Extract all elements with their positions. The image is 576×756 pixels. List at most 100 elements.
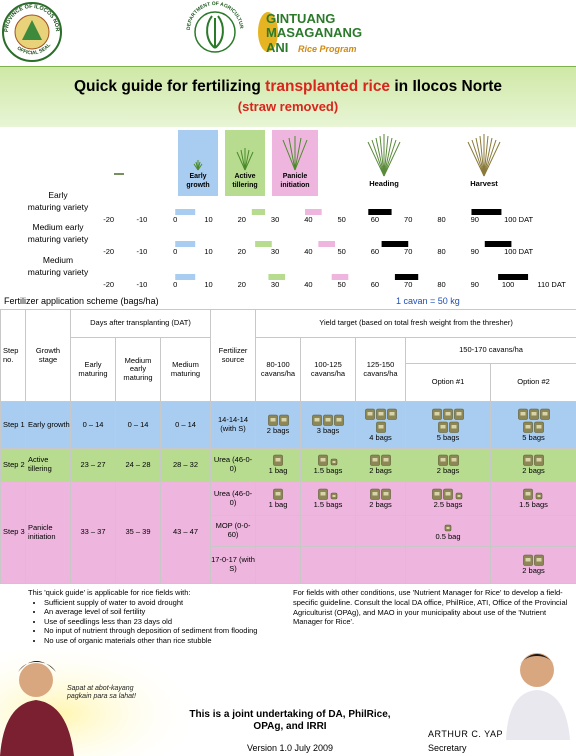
plant — [282, 139, 296, 171]
step-cell: Step 1 — [0, 401, 26, 449]
bag-icons — [428, 454, 468, 466]
header-cell: 125-150 cavans/ha — [355, 337, 407, 402]
dose-label: 2 bags — [522, 566, 545, 576]
bag-icons — [258, 454, 298, 466]
source-cell: Urea (46-0-0) — [210, 481, 257, 516]
bag-icons — [514, 554, 554, 566]
table-row: 17-0-17 (with S) 2 bags — [0, 546, 576, 584]
condition-item: No input of nutrient through deposition … — [44, 626, 293, 636]
dat-cell: 43 – 47 — [159, 481, 212, 584]
x-tick-label: 90 — [471, 280, 479, 289]
bag-label — [457, 494, 461, 497]
program-text: ANI — [266, 40, 288, 55]
x-tick-label: -10 — [137, 215, 148, 224]
bag-icon — [273, 488, 283, 500]
plant — [471, 139, 485, 177]
conditions: This 'quick guide' is applicable for ric… — [28, 588, 293, 646]
dose-cell: 2 bags — [405, 448, 492, 482]
title-part: transplanted rice — [265, 78, 391, 95]
photo-right-hair — [520, 654, 554, 664]
x-tick-label: 10 — [204, 215, 212, 224]
condition-item: No use of organic materials other than r… — [44, 636, 293, 646]
stage-period — [255, 241, 272, 247]
bag-label — [451, 424, 457, 429]
x-tick-label: -20 — [103, 247, 114, 256]
x-tick-label: 40 — [304, 247, 312, 256]
bag-label — [536, 558, 542, 562]
bag-icons — [428, 488, 468, 500]
dose-label: 1 bag — [268, 466, 288, 476]
photo-right-body — [506, 690, 570, 740]
bag-label — [536, 424, 542, 429]
stage-period — [305, 209, 322, 215]
plant — [371, 139, 385, 177]
bag-label — [378, 424, 384, 429]
dose-label: 3 bags — [316, 426, 340, 436]
bag-icons — [514, 454, 554, 466]
variety-label: maturing variety — [28, 267, 89, 277]
header-cell: 150-170 cavans/ha — [405, 337, 576, 364]
bag-icon — [535, 492, 543, 499]
x-tick-label: 110 DAT — [537, 280, 566, 289]
plant — [483, 141, 501, 177]
bag-icon — [448, 454, 459, 466]
bag-icons — [361, 454, 401, 466]
bag-icon — [523, 488, 533, 500]
bag-label — [275, 458, 281, 462]
plant — [375, 137, 385, 177]
bag-icon — [334, 414, 344, 426]
bag-icon — [317, 454, 328, 466]
subtitle: (straw removed) — [237, 99, 339, 114]
header-cell: Medium maturing — [159, 337, 212, 402]
header-cell: Early maturing — [70, 337, 116, 402]
bag-icon — [455, 492, 463, 499]
bag-label — [367, 411, 373, 416]
bag-icon — [432, 488, 442, 500]
bag-label — [531, 411, 537, 416]
stage-period — [175, 241, 196, 247]
source-cell: MOP (0-0-60) — [210, 515, 257, 547]
step-cell: Step 2 — [0, 448, 26, 482]
bag-icon — [267, 414, 278, 426]
x-tick-label: 80 — [437, 280, 445, 289]
dose-cell: 2 bags — [490, 448, 576, 482]
bag-icon — [534, 421, 544, 433]
title-band — [0, 66, 576, 127]
plant — [379, 135, 385, 177]
bag-icons — [258, 414, 298, 426]
bag-label — [446, 527, 450, 530]
plant — [244, 151, 254, 171]
dose-cell: 3 bags — [300, 401, 357, 449]
x-tick-label: 90 — [471, 247, 479, 256]
header-cell: Step no. — [0, 309, 26, 402]
dose-cell: 2 bags — [355, 481, 407, 516]
dat-cell: 28 – 32 — [159, 448, 212, 482]
x-tick-label: 80 — [437, 215, 445, 224]
plant — [383, 141, 401, 177]
dose-cell: 5 bags — [490, 401, 576, 449]
bag-icons — [428, 520, 468, 532]
dat-cell: 35 – 39 — [115, 481, 161, 584]
bag-icon — [375, 408, 386, 420]
source-cell: 17-0-17 (with S) — [210, 546, 257, 584]
dose-cell: 1 bag — [255, 481, 302, 516]
bag-icons — [361, 408, 401, 433]
dat-cell: 0 – 14 — [159, 401, 212, 449]
stage-cell: Early growth — [25, 401, 71, 449]
cavan-note: 1 cavan = 50 kg — [396, 296, 460, 306]
stage-period — [498, 274, 529, 280]
program-emblem — [258, 12, 278, 52]
dat-cell: 24 – 28 — [115, 448, 161, 482]
dose-cell — [300, 546, 357, 584]
x-tick-label: 30 — [271, 247, 279, 256]
bag-icon — [370, 488, 380, 500]
bag-icons — [308, 488, 348, 500]
plant — [383, 135, 389, 177]
bag-label — [383, 491, 389, 496]
dose-cell: 2 bags — [355, 448, 407, 482]
stage-label: Panicle initiation — [280, 173, 309, 189]
table-row: Step 2 Active tillering 23 – 27 24 – 28 28 –… — [0, 448, 576, 482]
plant — [244, 149, 250, 171]
bag-label — [378, 411, 384, 416]
dose-label: 2 bags — [436, 466, 460, 476]
